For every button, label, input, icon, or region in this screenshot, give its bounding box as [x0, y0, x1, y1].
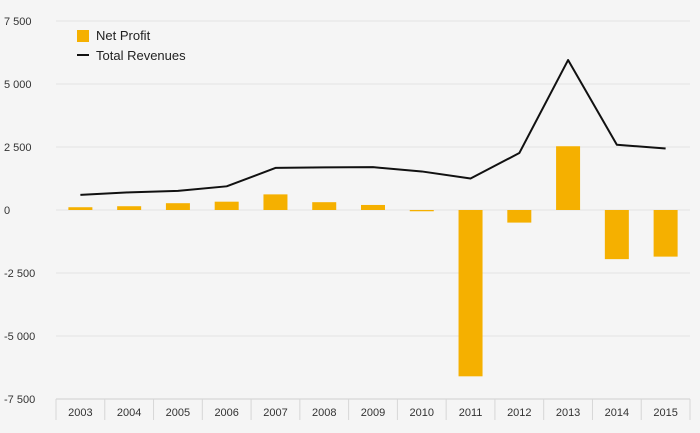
- y-tick-label: 7 500: [4, 16, 32, 28]
- net-profit-bar: [165, 203, 190, 210]
- x-tick-label: 2005: [166, 407, 190, 419]
- x-tick-label: 2004: [117, 407, 141, 419]
- x-tick-label: 2012: [507, 407, 531, 419]
- x-tick-label: 2015: [653, 407, 677, 419]
- y-tick-label: -7 500: [4, 394, 35, 406]
- y-tick-label: 0: [4, 205, 10, 217]
- x-tick-label: 2013: [556, 407, 580, 419]
- net-profit-bar: [556, 146, 581, 210]
- total-revenues-line-group: [80, 59, 666, 196]
- net-profit-bar: [312, 202, 337, 210]
- y-tick-label: -5 000: [4, 331, 35, 343]
- net-profit-bar: [604, 210, 629, 260]
- y-tick-label: 2 500: [4, 142, 32, 154]
- x-tick-label: 2010: [410, 407, 434, 419]
- net-profit-bar: [263, 194, 288, 210]
- axes: 7 500 5 000 2 500 0 -2 500 -5 000 -7 500 2003 20…: [4, 16, 691, 420]
- x-tick-label: 2014: [605, 407, 629, 419]
- x-tick-label: 2011: [459, 407, 483, 419]
- net-profit-bar: [409, 210, 434, 212]
- net-profit-bar: [68, 207, 93, 210]
- total-revenues-line: [80, 59, 666, 196]
- net-profit-bar: [214, 201, 239, 210]
- x-tick-label: 2006: [214, 407, 238, 419]
- y-tick-label: -2 500: [4, 268, 35, 280]
- legend-swatch-net-profit: [77, 30, 89, 42]
- y-tick-label: 5 000: [4, 79, 32, 91]
- legend: Net Profit Total Revenues: [77, 28, 186, 63]
- legend-label-net-profit: Net Profit: [96, 28, 151, 43]
- net-profit-bar: [361, 204, 385, 210]
- net-profit-bars: [68, 146, 678, 377]
- x-tick-label: 2008: [312, 407, 336, 419]
- x-tick-label: 2009: [361, 407, 385, 419]
- x-tick-label: 2003: [68, 407, 92, 419]
- legend-label-total-revenues: Total Revenues: [96, 48, 186, 63]
- net-profit-bar: [507, 210, 532, 223]
- net-profit-bar: [458, 210, 483, 377]
- net-profit-bar: [653, 210, 678, 257]
- net-profit-bar: [117, 206, 142, 210]
- x-tick-label: 2007: [263, 407, 287, 419]
